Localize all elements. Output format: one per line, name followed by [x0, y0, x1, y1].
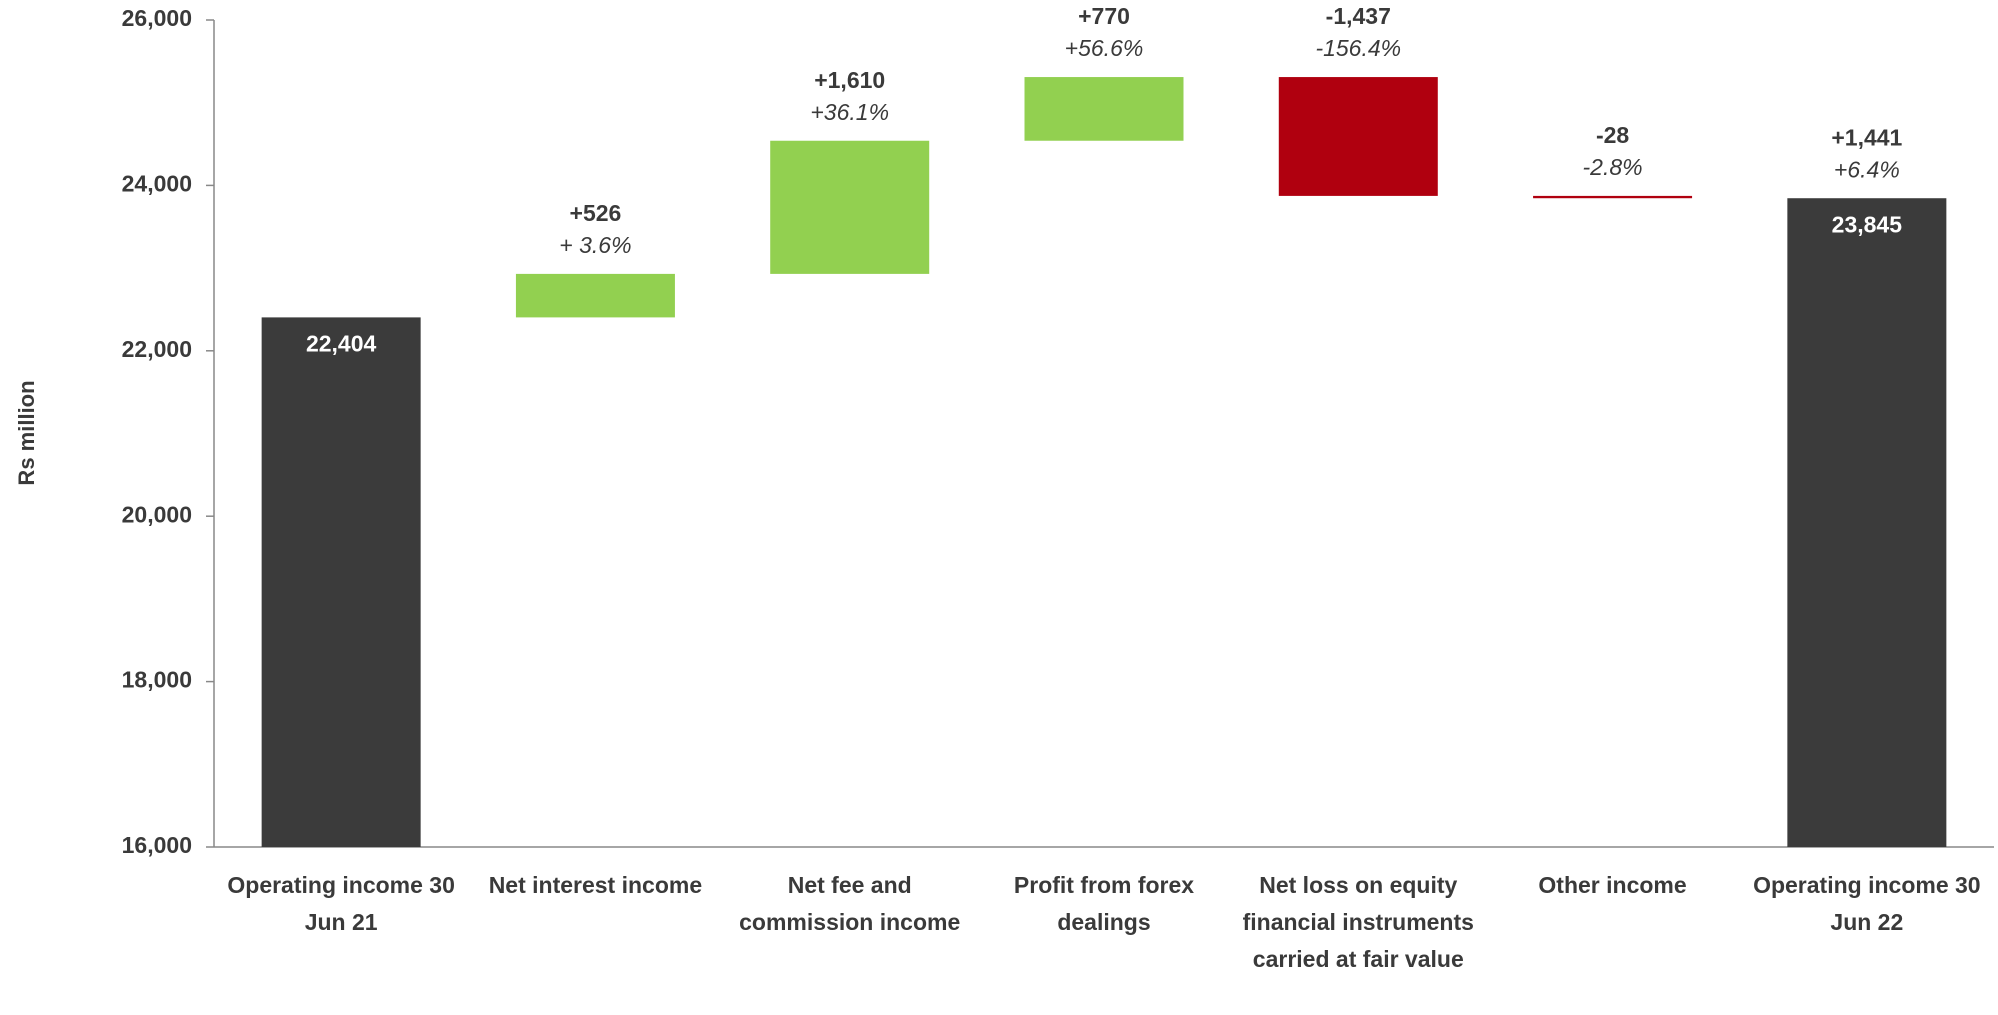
bar [770, 140, 930, 274]
value-label: +526 [570, 200, 622, 226]
bar [1278, 77, 1438, 196]
x-tick-label: Net fee and commission income [739, 872, 961, 935]
percent-label: +36.1% [810, 99, 889, 125]
percent-label: +6.4% [1834, 156, 1900, 182]
y-tick-label: 20,000 [122, 501, 192, 527]
bar [1533, 195, 1693, 199]
y-tick-label: 18,000 [122, 667, 192, 693]
bar [515, 273, 675, 318]
percent-label: -2.8% [1583, 154, 1643, 180]
value-label: +770 [1078, 3, 1130, 29]
x-tick-label: Net interest income [488, 872, 703, 898]
bar [1024, 77, 1184, 141]
x-tick-label: Net loss on equity financial instruments… [1242, 872, 1474, 972]
percent-label: + 3.6% [559, 232, 631, 258]
x-tick-label: Other income [1538, 872, 1687, 898]
x-tick-label: Operating income 30 Jun 22 [1753, 872, 1981, 935]
value-label: +1,441 [1831, 124, 1902, 150]
percent-label: +56.6% [1065, 35, 1144, 61]
x-tick-label: Operating income 30 Jun 21 [227, 872, 455, 935]
y-tick-label: 26,000 [122, 5, 192, 31]
percent-label: -156.4% [1315, 35, 1401, 61]
value-label: -1,437 [1326, 3, 1391, 29]
bar [1787, 198, 1947, 847]
y-tick-label: 16,000 [122, 832, 192, 858]
value-label: 23,845 [1832, 211, 1903, 237]
bar [261, 317, 421, 848]
value-label: +1,610 [814, 67, 885, 93]
x-tick-label: Profit from forex dealings [1013, 872, 1195, 935]
value-label: 22,404 [306, 330, 377, 356]
value-label: -28 [1596, 122, 1629, 148]
y-tick-label: 24,000 [122, 170, 192, 196]
y-tick-label: 22,000 [122, 336, 192, 362]
y-axis-label: Rs million [14, 380, 39, 485]
